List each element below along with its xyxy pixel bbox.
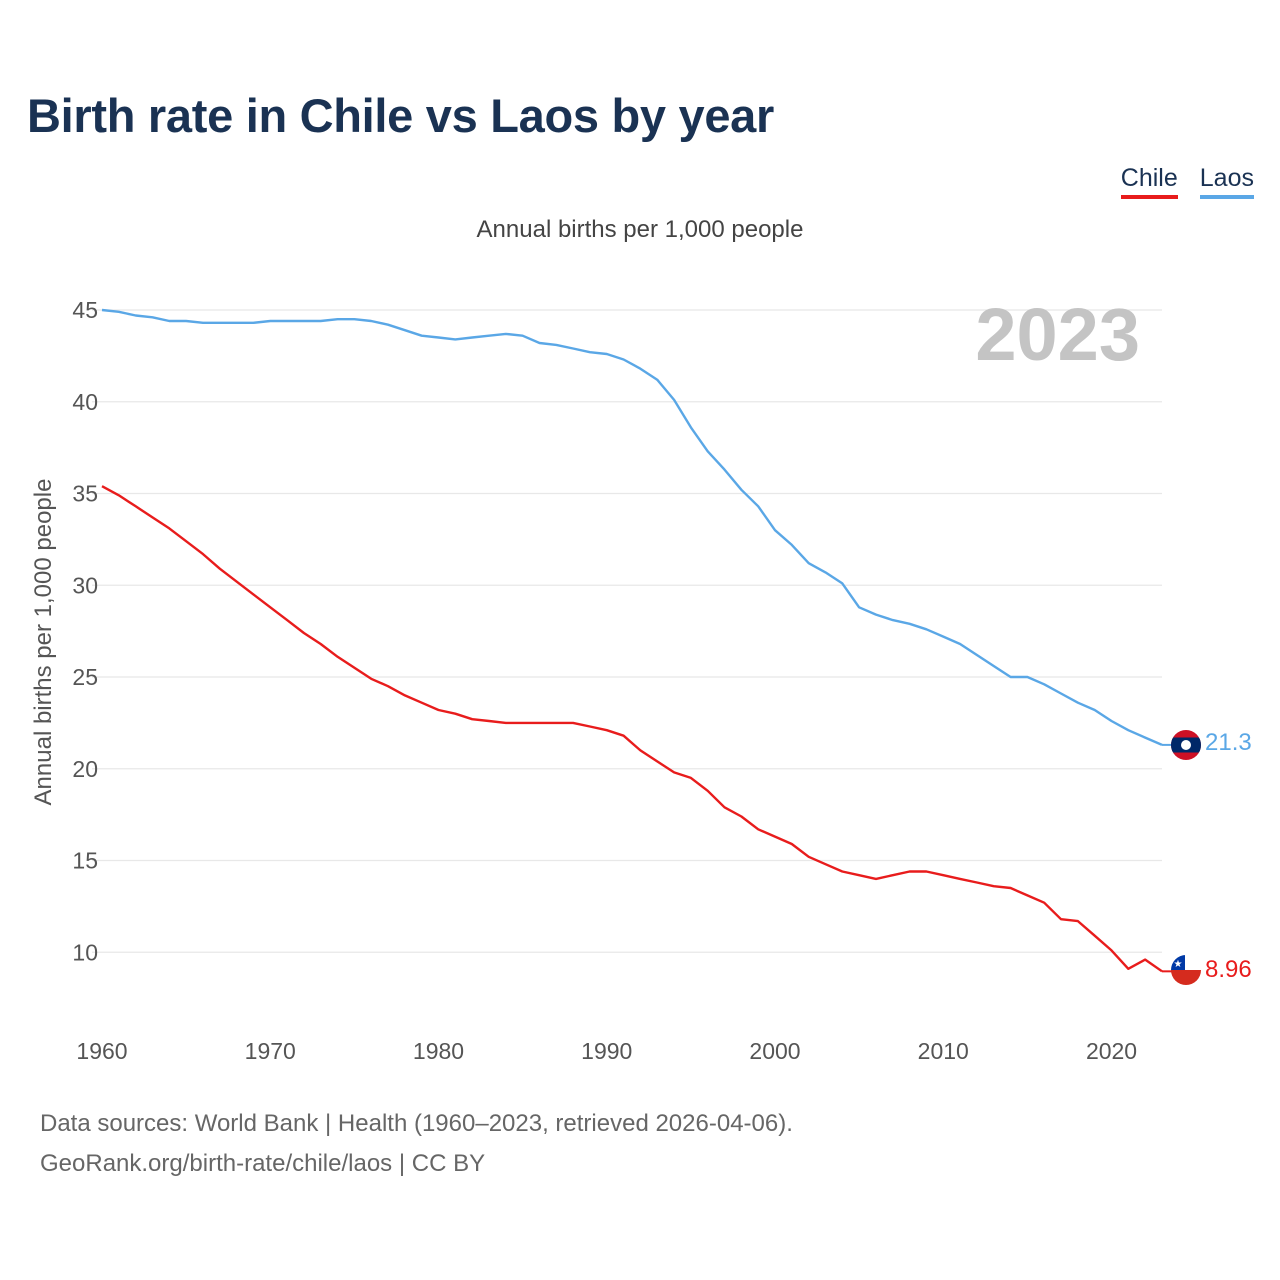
footer-credit[interactable]: GeoRank.org/birth-rate/chile/laos | CC B… — [40, 1150, 486, 1177]
chile-end-label: 8.96 — [1205, 956, 1252, 983]
legend: Chile Laos — [1120, 164, 1254, 199]
y-tick-label: 35 — [72, 481, 98, 507]
legend-item-laos[interactable]: Laos — [1199, 164, 1254, 199]
y-tick-label: 25 — [72, 664, 98, 690]
line-chart: 10 15 20 25 30 35 40 45 1960 1970 1980 1990 2000 201… — [30, 293, 1252, 1064]
y-tick-label: 40 — [72, 389, 98, 415]
svg-text:★: ★ — [1174, 959, 1183, 970]
y-tick-label: 10 — [72, 939, 98, 965]
y-tick-label: 30 — [72, 572, 98, 598]
x-tick-label: 1970 — [245, 1038, 296, 1064]
y-tick-label: 15 — [72, 848, 98, 874]
footer: Data sources: World Bank | Health (1960–… — [40, 1104, 793, 1184]
x-tick-label: 2000 — [749, 1038, 800, 1064]
x-tick-label: 1990 — [581, 1038, 632, 1064]
y-tick-label: 45 — [72, 297, 98, 323]
chile-flag-icon: ★ — [1171, 955, 1201, 985]
x-axis-ticks: 1960 1970 1980 1990 2000 2010 2020 — [76, 1038, 1137, 1064]
x-tick-label: 2020 — [1086, 1038, 1137, 1064]
x-tick-label: 1960 — [76, 1038, 127, 1064]
footer-source: Data sources: World Bank | Health (1960–… — [40, 1110, 793, 1137]
chart-subtitle: Annual births per 1,000 people — [476, 216, 804, 243]
series-line-chile — [101, 485, 1163, 973]
laos-end-label: 21.3 — [1205, 729, 1252, 756]
year-overlay: 2023 — [975, 293, 1140, 376]
y-tick-label: 20 — [72, 756, 98, 782]
y-axis-ticks: 10 15 20 25 30 35 40 45 — [72, 297, 98, 965]
grid-lines — [92, 309, 1162, 953]
series-lines — [101, 308, 1172, 973]
series-line-laos — [101, 308, 1163, 747]
laos-flag-icon — [1171, 730, 1201, 760]
legend-item-chile[interactable]: Chile — [1120, 164, 1178, 199]
x-tick-label: 2010 — [918, 1038, 969, 1064]
x-tick-label: 1980 — [413, 1038, 464, 1064]
chart-title: Birth rate in Chile vs Laos by year — [27, 89, 774, 142]
y-axis-label: Annual births per 1,000 people — [30, 479, 57, 806]
